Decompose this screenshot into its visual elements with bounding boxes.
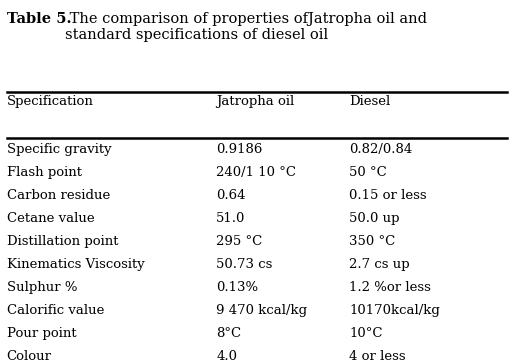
Text: Calorific value: Calorific value xyxy=(6,304,104,317)
Text: Cetane value: Cetane value xyxy=(6,212,94,225)
Text: 295 °C: 295 °C xyxy=(216,235,263,248)
Text: 0.9186: 0.9186 xyxy=(216,143,263,156)
Text: 4 or less: 4 or less xyxy=(349,350,406,363)
Text: The comparison of properties ofJatropha oil and
standard specifications of diese: The comparison of properties ofJatropha … xyxy=(65,12,428,42)
Text: 51.0: 51.0 xyxy=(216,212,245,225)
Text: Table 5.: Table 5. xyxy=(6,12,71,26)
Text: Carbon residue: Carbon residue xyxy=(6,189,110,202)
Text: 0.15 or less: 0.15 or less xyxy=(349,189,426,202)
Text: 0.64: 0.64 xyxy=(216,189,245,202)
Text: 10°C: 10°C xyxy=(349,327,383,340)
Text: Colour: Colour xyxy=(6,350,52,363)
Text: 50.0 up: 50.0 up xyxy=(349,212,399,225)
Text: Flash point: Flash point xyxy=(6,166,81,179)
Text: 0.82/0.84: 0.82/0.84 xyxy=(349,143,412,156)
Text: Kinematics Viscosity: Kinematics Viscosity xyxy=(6,258,144,271)
Text: Specific gravity: Specific gravity xyxy=(6,143,111,156)
Text: Sulphur %: Sulphur % xyxy=(6,281,77,294)
Text: 50.73 cs: 50.73 cs xyxy=(216,258,272,271)
Text: 10170kcal/kg: 10170kcal/kg xyxy=(349,304,440,317)
Text: 350 °C: 350 °C xyxy=(349,235,395,248)
Text: 4.0: 4.0 xyxy=(216,350,237,363)
Text: 1.2 %or less: 1.2 %or less xyxy=(349,281,431,294)
Text: 50 °C: 50 °C xyxy=(349,166,387,179)
Text: Distillation point: Distillation point xyxy=(6,235,118,248)
Text: Pour point: Pour point xyxy=(6,327,76,340)
Text: Diesel: Diesel xyxy=(349,95,390,109)
Text: 9 470 kcal/kg: 9 470 kcal/kg xyxy=(216,304,307,317)
Text: 8°C: 8°C xyxy=(216,327,241,340)
Text: Jatropha oil: Jatropha oil xyxy=(216,95,294,109)
Text: 0.13%: 0.13% xyxy=(216,281,258,294)
Text: 240/1 10 °C: 240/1 10 °C xyxy=(216,166,296,179)
Text: 2.7 cs up: 2.7 cs up xyxy=(349,258,410,271)
Text: Specification: Specification xyxy=(6,95,93,109)
